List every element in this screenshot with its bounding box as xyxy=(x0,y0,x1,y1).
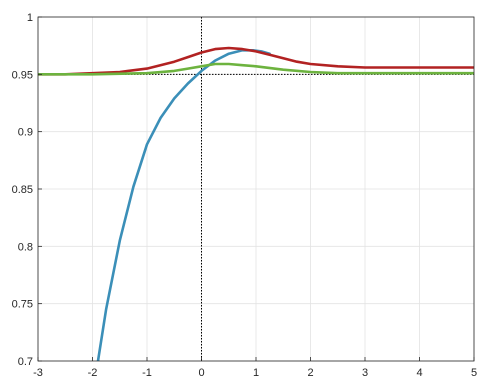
x-tick-label: -2 xyxy=(88,367,98,379)
y-tick-label: 0.85 xyxy=(12,184,33,196)
x-tick-label: -1 xyxy=(142,367,152,379)
x-tick-label: 2 xyxy=(307,367,313,379)
y-tick-label: 0.8 xyxy=(18,241,33,253)
y-tick-label: 0.95 xyxy=(12,69,33,81)
x-tick-label: 0 xyxy=(198,367,204,379)
x-tick-label: -3 xyxy=(33,367,43,379)
series-group xyxy=(38,46,474,361)
x-tick-label: 5 xyxy=(471,367,477,379)
x-axis-ticks: -3 -2 -1 0 1 2 3 4 5 xyxy=(33,357,477,379)
series-line-2 xyxy=(38,46,474,76)
y-tick-label: 0.75 xyxy=(12,299,33,311)
y-tick-label: 0.7 xyxy=(18,356,33,368)
y-tick-label: 1 xyxy=(27,12,33,24)
x-tick-label: 4 xyxy=(416,367,422,379)
x-tick-label: 3 xyxy=(362,367,368,379)
y-tick-label: 0.9 xyxy=(18,127,33,139)
series-line-3 xyxy=(38,62,474,76)
x-tick-label: 1 xyxy=(253,367,259,379)
y-axis-ticks: 0.7 0.75 0.8 0.85 0.9 0.95 1 xyxy=(12,12,42,368)
